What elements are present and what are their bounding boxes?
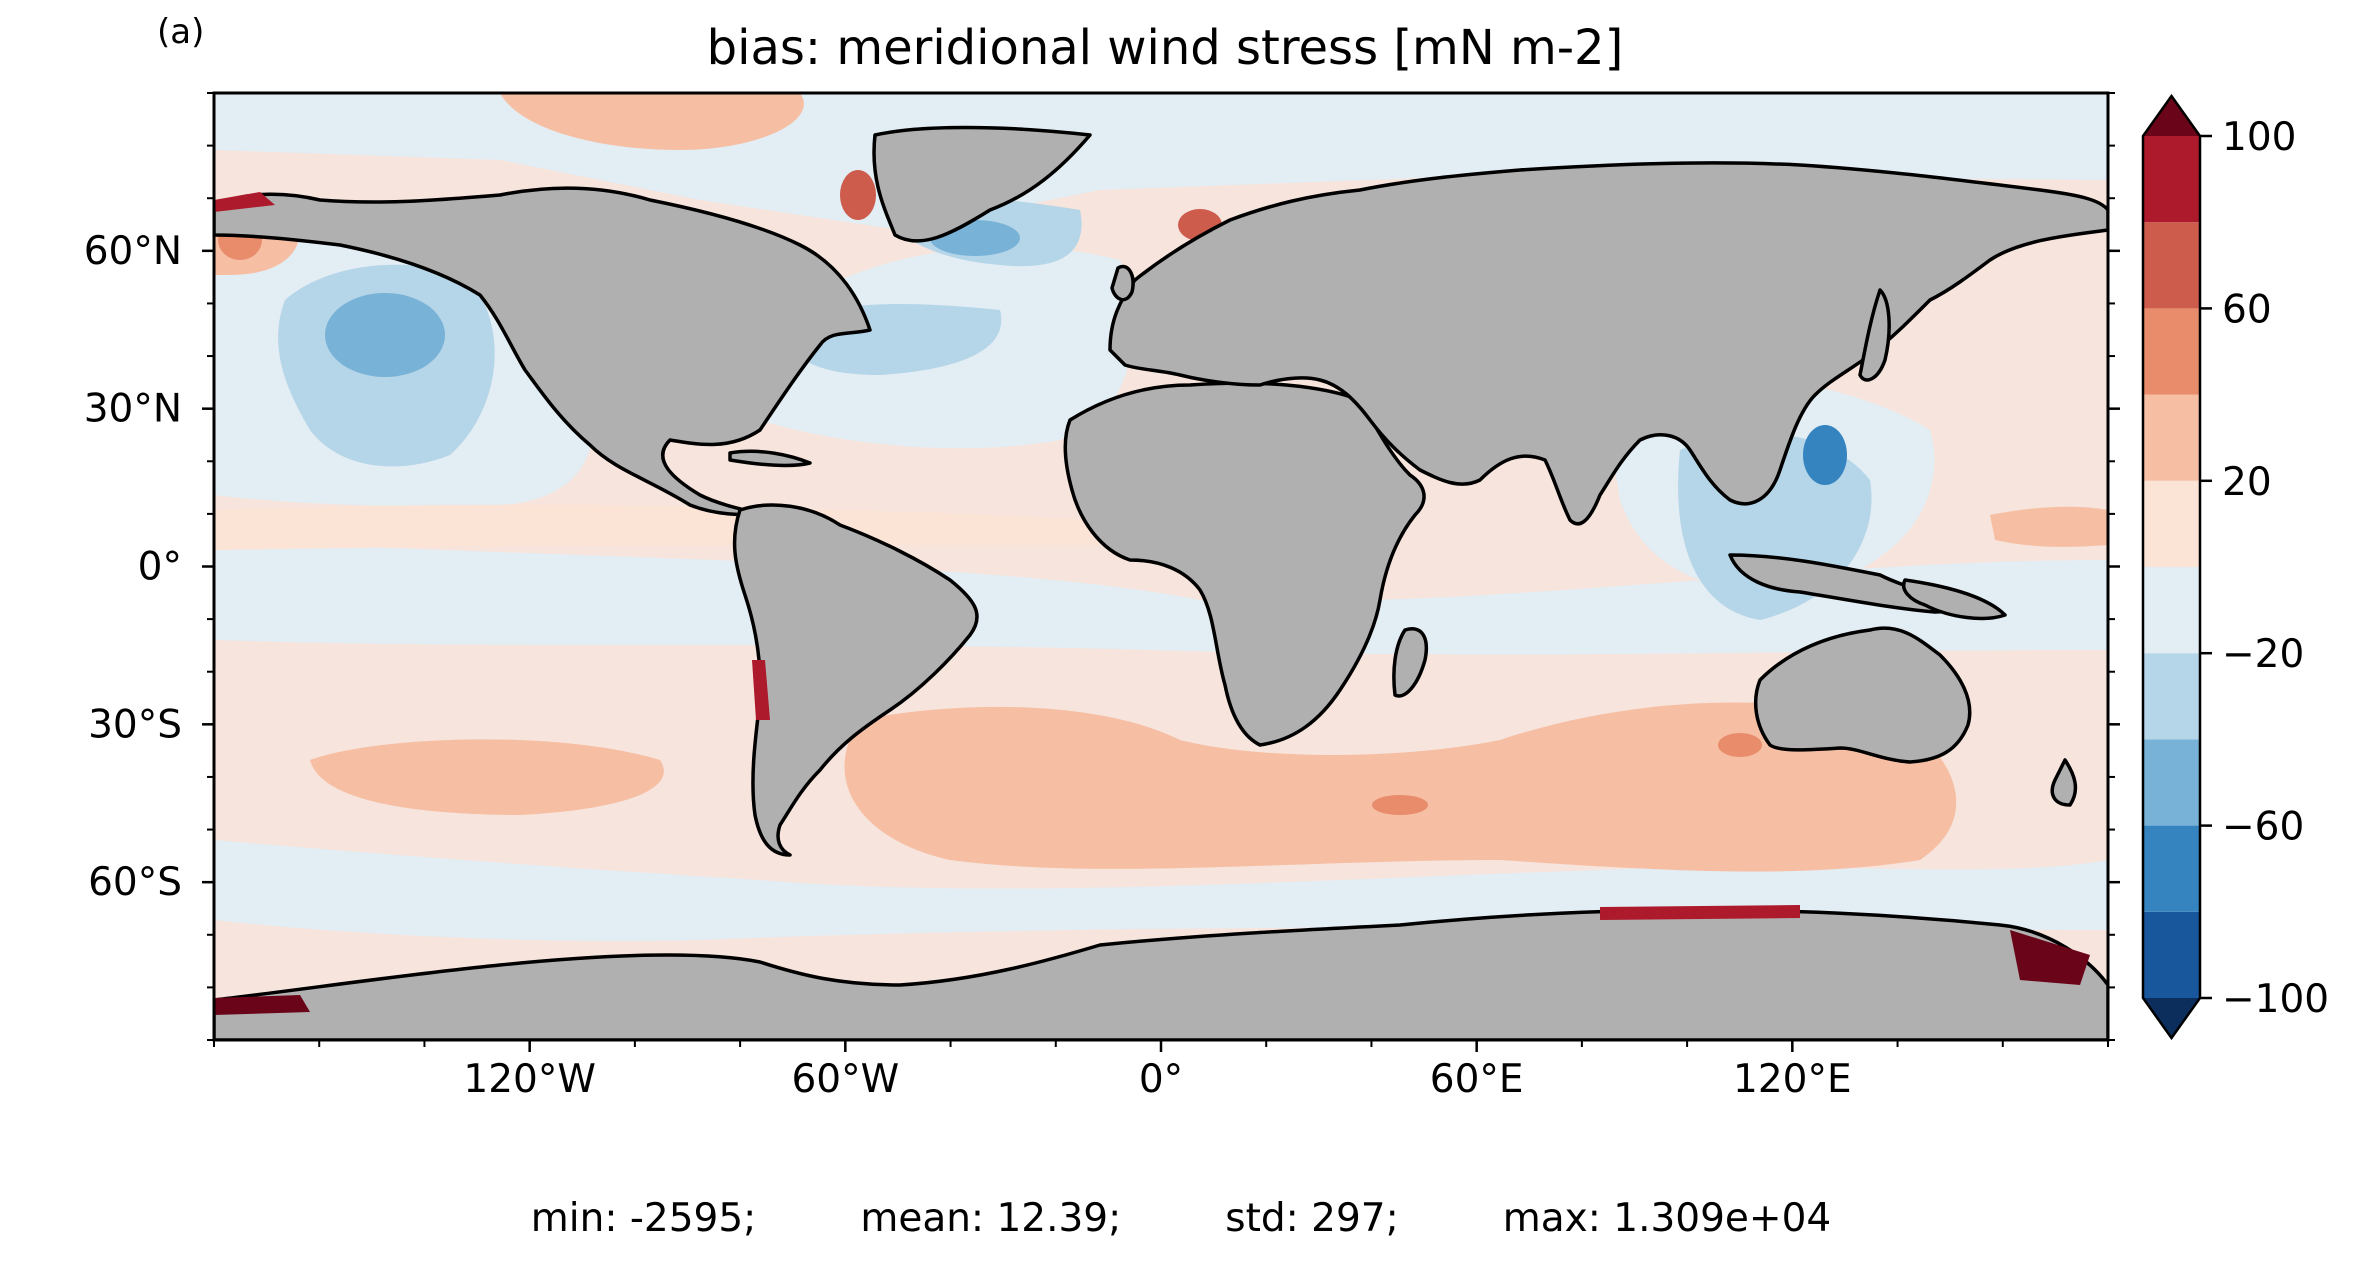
y-tick-label: 30°N: [84, 387, 182, 432]
bias-zone-equatorial-pacific-pos: [214, 504, 1100, 550]
land-japan: [1858, 288, 1891, 382]
colorbar-tick-label: −20: [2222, 632, 2304, 677]
y-tick-label: 60°N: [84, 229, 182, 274]
bias-patch-gulf-of-alaska-core: [325, 293, 445, 377]
bias-band-chile: [752, 660, 770, 720]
panel-label: (a): [157, 12, 205, 52]
y-tick-label: 60°S: [88, 860, 182, 905]
land-cuba: [728, 449, 812, 468]
colorbar-tick-label: 60: [2222, 287, 2272, 332]
x-tick-label: 120°W: [463, 1057, 596, 1102]
land-new-guinea: [1902, 578, 2007, 621]
bias-zone-tropical-pacific-neg: [214, 540, 2108, 655]
colorbar-tick-label: 100: [2222, 115, 2296, 160]
bias-zone-south-atlantic-pos: [844, 702, 1957, 872]
bias-band-bering-coast: [214, 192, 275, 212]
colorbar-tick-label: 20: [2222, 460, 2272, 505]
coastal-positive-bands: [214, 192, 2090, 1015]
land-madagascar: [1392, 627, 1428, 698]
land-eurasia: [1108, 161, 2108, 526]
y-tick-labels: 60°N 30°N 0° 30°S 60°S: [84, 229, 182, 905]
bias-patch-south-atlantic: [1372, 795, 1428, 815]
colorbar-over-extension: [2143, 96, 2200, 136]
stat-mean: mean: 12.39;: [860, 1196, 1122, 1241]
land-new-zealand: [2050, 758, 2078, 807]
colorbar-segment: [2143, 136, 2200, 223]
stat-max: max: 1.309e+04: [1502, 1196, 1832, 1241]
stat-min: min: -2595;: [530, 1196, 757, 1241]
x-tick-label: 60°E: [1430, 1057, 1524, 1102]
x-tick-label: 0°: [1139, 1057, 1183, 1102]
land-antarctica: [214, 908, 2108, 1040]
colorbar-segment: [2143, 308, 2200, 395]
colorbar-segment: [2143, 911, 2200, 998]
stat-std: std: 297;: [1225, 1196, 1399, 1241]
colorbar-segment: [2143, 653, 2200, 740]
x-tick-labels: 120°W 60°W 0° 60°E 120°E: [463, 1057, 1851, 1102]
x-tick-label: 120°E: [1733, 1057, 1852, 1102]
stats-line: min: -2595; mean: 12.39; std: 297; max: 1.3…: [0, 1196, 2362, 1241]
bias-patch-philippine: [1803, 425, 1847, 485]
colorbar: 100 60 20 −20 −60 −100: [2141, 93, 2329, 1041]
colorbar-segment: [2143, 480, 2200, 567]
colorbar-tick-label: −60: [2222, 805, 2304, 850]
colorbar-segment: [2143, 739, 2200, 826]
land-greenland: [872, 125, 1092, 243]
y-tick-label: 30°S: [88, 702, 182, 747]
colorbar-tick-label: −100: [2222, 977, 2329, 1022]
land-africa: [1063, 381, 1426, 747]
bias-band-ross-sea: [214, 995, 310, 1015]
x-tick-label: 60°W: [791, 1057, 899, 1102]
minor-ticks: [207, 92, 2115, 1047]
land: [214, 125, 2108, 1040]
bias-zone-east-pacific-pos: [1990, 506, 2108, 547]
land-australia: [1753, 626, 1972, 764]
y-tick-label: 0°: [138, 545, 182, 590]
land-north-america: [214, 186, 872, 517]
colorbar-segment: [2143, 825, 2200, 912]
bias-patch-greenland-west: [840, 170, 876, 220]
bias-band-east-antarctica: [1600, 905, 1800, 920]
land-uk: [1110, 264, 1135, 302]
colorbar-segment: [2143, 222, 2200, 309]
colorbar-segment: [2143, 567, 2200, 654]
bias-band-wilkes: [2010, 930, 2090, 985]
bias-zone-south-pacific-pos: [310, 739, 664, 815]
map-area: [214, 93, 2108, 1040]
bias-zone-arctic-pos: [500, 93, 804, 150]
colorbar-segment: [2143, 394, 2200, 481]
colorbar-under-extension: [2143, 998, 2200, 1038]
bias-patch-south-indian: [1718, 733, 1762, 757]
figure-title: bias: meridional wind stress [mN m-2]: [706, 20, 1624, 76]
